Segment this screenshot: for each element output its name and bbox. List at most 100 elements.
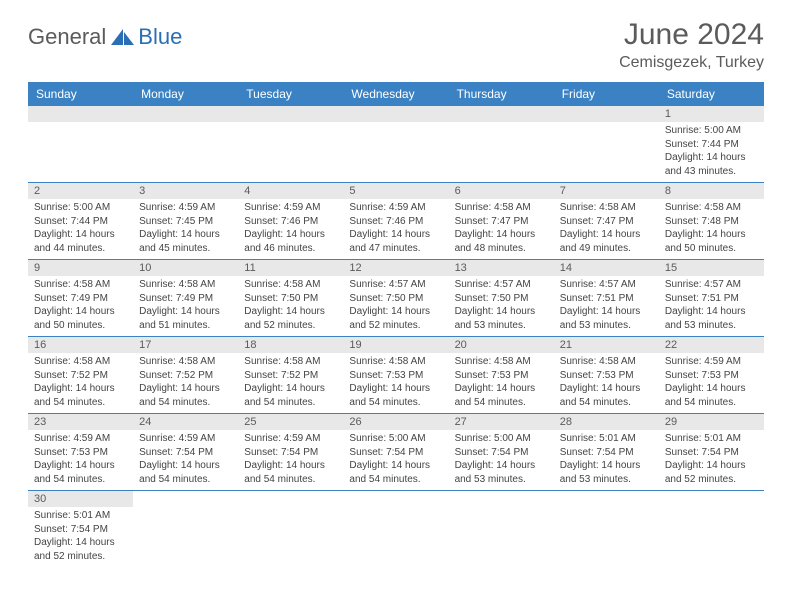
sunrise-line: Sunrise: 4:59 AM [139,201,232,215]
day-number: 8 [659,183,764,199]
weekday-header: Tuesday [238,82,343,106]
sunset-line: Sunset: 7:45 PM [139,215,232,229]
sunrise-line: Sunrise: 4:58 AM [34,355,127,369]
sunrise-line: Sunrise: 5:00 AM [34,201,127,215]
daylight-line: Daylight: 14 hours and 54 minutes. [244,382,337,409]
daylight-line: Daylight: 14 hours and 54 minutes. [244,459,337,486]
calendar-empty-cell [449,106,554,183]
sunrise-line: Sunrise: 5:01 AM [34,509,127,523]
day-content: Sunrise: 4:58 AMSunset: 7:52 PMDaylight:… [133,353,238,413]
calendar-day-cell: 4Sunrise: 4:59 AMSunset: 7:46 PMDaylight… [238,183,343,260]
calendar-day-cell: 21Sunrise: 4:58 AMSunset: 7:53 PMDayligh… [554,337,659,414]
daylight-line: Daylight: 14 hours and 54 minutes. [665,382,758,409]
day-content: Sunrise: 4:57 AMSunset: 7:51 PMDaylight:… [554,276,659,336]
sunset-line: Sunset: 7:50 PM [349,292,442,306]
brand-name-1: General [28,24,106,50]
calendar-empty-cell [238,106,343,183]
calendar-day-cell: 1Sunrise: 5:00 AMSunset: 7:44 PMDaylight… [659,106,764,183]
day-content: Sunrise: 4:57 AMSunset: 7:51 PMDaylight:… [659,276,764,336]
sunset-line: Sunset: 7:53 PM [455,369,548,383]
day-content: Sunrise: 4:58 AMSunset: 7:52 PMDaylight:… [238,353,343,413]
daylight-line: Daylight: 14 hours and 52 minutes. [244,305,337,332]
daylight-line: Daylight: 14 hours and 53 minutes. [560,459,653,486]
day-number: 18 [238,337,343,353]
empty-day-bar [343,106,448,122]
day-content: Sunrise: 4:58 AMSunset: 7:52 PMDaylight:… [28,353,133,413]
sunrise-line: Sunrise: 4:58 AM [139,355,232,369]
day-number: 3 [133,183,238,199]
day-number: 16 [28,337,133,353]
page-header: General Blue June 2024 Cemisgezek, Turke… [28,18,764,72]
daylight-line: Daylight: 14 hours and 54 minutes. [34,382,127,409]
daylight-line: Daylight: 14 hours and 47 minutes. [349,228,442,255]
day-content: Sunrise: 4:58 AMSunset: 7:49 PMDaylight:… [28,276,133,336]
daylight-line: Daylight: 14 hours and 54 minutes. [560,382,653,409]
day-number: 2 [28,183,133,199]
empty-day-bar [449,106,554,122]
calendar-day-cell: 13Sunrise: 4:57 AMSunset: 7:50 PMDayligh… [449,260,554,337]
day-number: 30 [28,491,133,507]
calendar-day-cell: 6Sunrise: 4:58 AMSunset: 7:47 PMDaylight… [449,183,554,260]
sunset-line: Sunset: 7:50 PM [455,292,548,306]
sunrise-line: Sunrise: 4:59 AM [139,432,232,446]
title-block: June 2024 Cemisgezek, Turkey [619,18,764,72]
day-content: Sunrise: 4:58 AMSunset: 7:53 PMDaylight:… [554,353,659,413]
weekday-header: Friday [554,82,659,106]
calendar-table: SundayMondayTuesdayWednesdayThursdayFrid… [28,82,764,567]
sunrise-line: Sunrise: 4:59 AM [34,432,127,446]
day-content: Sunrise: 5:01 AMSunset: 7:54 PMDaylight:… [659,430,764,490]
day-number: 19 [343,337,448,353]
day-number: 9 [28,260,133,276]
calendar-body: 1Sunrise: 5:00 AMSunset: 7:44 PMDaylight… [28,106,764,567]
daylight-line: Daylight: 14 hours and 52 minutes. [349,305,442,332]
sunset-line: Sunset: 7:53 PM [34,446,127,460]
daylight-line: Daylight: 14 hours and 50 minutes. [34,305,127,332]
sunset-line: Sunset: 7:49 PM [139,292,232,306]
day-content: Sunrise: 4:58 AMSunset: 7:50 PMDaylight:… [238,276,343,336]
calendar-empty-cell [343,491,448,568]
calendar-day-cell: 23Sunrise: 4:59 AMSunset: 7:53 PMDayligh… [28,414,133,491]
sunset-line: Sunset: 7:54 PM [560,446,653,460]
sunset-line: Sunset: 7:53 PM [560,369,653,383]
day-content: Sunrise: 4:58 AMSunset: 7:53 PMDaylight:… [343,353,448,413]
calendar-day-cell: 10Sunrise: 4:58 AMSunset: 7:49 PMDayligh… [133,260,238,337]
sunset-line: Sunset: 7:54 PM [139,446,232,460]
weekday-header: Saturday [659,82,764,106]
calendar-week-row: 1Sunrise: 5:00 AMSunset: 7:44 PMDaylight… [28,106,764,183]
daylight-line: Daylight: 14 hours and 49 minutes. [560,228,653,255]
day-content: Sunrise: 4:58 AMSunset: 7:47 PMDaylight:… [554,199,659,259]
day-content: Sunrise: 4:58 AMSunset: 7:47 PMDaylight:… [449,199,554,259]
sunset-line: Sunset: 7:50 PM [244,292,337,306]
location-subtitle: Cemisgezek, Turkey [619,54,764,72]
brand-name-2: Blue [138,24,182,50]
day-content: Sunrise: 4:59 AMSunset: 7:46 PMDaylight:… [238,199,343,259]
day-number: 21 [554,337,659,353]
calendar-day-cell: 8Sunrise: 4:58 AMSunset: 7:48 PMDaylight… [659,183,764,260]
calendar-empty-cell [343,106,448,183]
daylight-line: Daylight: 14 hours and 50 minutes. [665,228,758,255]
sunrise-line: Sunrise: 4:58 AM [665,201,758,215]
day-content: Sunrise: 5:00 AMSunset: 7:44 PMDaylight:… [28,199,133,259]
sunset-line: Sunset: 7:52 PM [139,369,232,383]
day-number: 6 [449,183,554,199]
day-content: Sunrise: 4:58 AMSunset: 7:49 PMDaylight:… [133,276,238,336]
daylight-line: Daylight: 14 hours and 54 minutes. [455,382,548,409]
day-number: 22 [659,337,764,353]
day-number: 13 [449,260,554,276]
day-number: 11 [238,260,343,276]
day-number: 1 [659,106,764,122]
sunrise-line: Sunrise: 4:58 AM [560,355,653,369]
sunset-line: Sunset: 7:44 PM [665,138,758,152]
sunset-line: Sunset: 7:46 PM [244,215,337,229]
day-number: 10 [133,260,238,276]
sail-icon [110,28,136,46]
calendar-day-cell: 14Sunrise: 4:57 AMSunset: 7:51 PMDayligh… [554,260,659,337]
sunset-line: Sunset: 7:49 PM [34,292,127,306]
calendar-day-cell: 19Sunrise: 4:58 AMSunset: 7:53 PMDayligh… [343,337,448,414]
empty-day-bar [554,106,659,122]
sunrise-line: Sunrise: 4:59 AM [244,201,337,215]
day-content: Sunrise: 5:00 AMSunset: 7:44 PMDaylight:… [659,122,764,182]
daylight-line: Daylight: 14 hours and 52 minutes. [665,459,758,486]
sunset-line: Sunset: 7:46 PM [349,215,442,229]
daylight-line: Daylight: 14 hours and 48 minutes. [455,228,548,255]
